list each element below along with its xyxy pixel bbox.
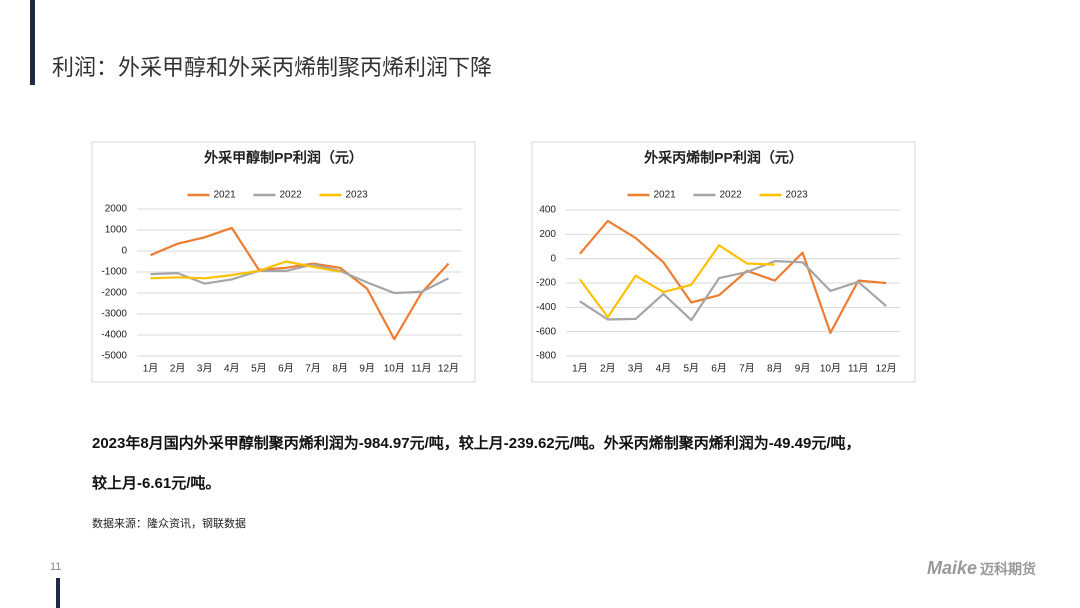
chart-frame <box>531 141 916 383</box>
x-tick-label: 9月 <box>795 363 811 375</box>
y-tick-label: 400 <box>539 205 556 216</box>
y-tick-label: 1000 <box>105 225 128 236</box>
source-note: 数据来源：隆众资讯，钢联数据 <box>92 518 246 530</box>
x-tick-label: 3月 <box>628 363 644 375</box>
legend-label: 2021 <box>214 190 237 201</box>
x-tick-label: 7月 <box>305 363 321 375</box>
y-tick-label: -600 <box>536 326 556 337</box>
x-tick-label: 6月 <box>278 363 294 375</box>
y-tick-label: -2000 <box>101 288 127 299</box>
x-tick-label: 1月 <box>572 363 588 375</box>
y-tick-label: -400 <box>536 302 556 313</box>
x-tick-label: 11月 <box>848 363 868 375</box>
legend-label: 2022 <box>280 190 303 201</box>
y-tick-label: -3000 <box>101 309 127 320</box>
charts: 外采甲醇制PP利润（元）-5000-4000-3000-2000-1000010… <box>91 141 916 383</box>
y-tick-label: 0 <box>121 246 127 257</box>
x-tick-label: 4月 <box>224 363 240 375</box>
x-tick-label: 8月 <box>767 363 783 375</box>
x-tick-label: 2月 <box>170 363 186 375</box>
x-tick-label: 12月 <box>438 363 459 375</box>
y-tick-label: -4000 <box>101 330 127 341</box>
series-line <box>150 226 450 341</box>
x-tick-label: 5月 <box>251 363 267 375</box>
series-line <box>579 219 887 334</box>
x-tick-label: 4月 <box>656 363 672 375</box>
x-tick-label: 9月 <box>359 363 375 375</box>
x-tick-label: 3月 <box>197 363 213 375</box>
body-text: 2023年8月国内外采甲醇制聚丙烯利润为-984.97元/吨，较上月-239.6… <box>92 435 861 452</box>
legend-label: 2023 <box>346 190 369 201</box>
logo-name: 迈科期货 <box>980 561 1036 577</box>
series-line <box>579 260 887 322</box>
y-tick-label: 0 <box>550 253 556 264</box>
x-tick-label: 2月 <box>600 363 616 375</box>
chart-title: 外采甲醇制PP利润（元） <box>204 150 363 166</box>
x-tick-label: 8月 <box>332 363 348 375</box>
x-tick-label: 10月 <box>820 363 841 375</box>
legend-label: 2022 <box>720 190 743 201</box>
slide-title: 利润：外采甲醇和外采丙烯制聚丙烯利润下降 <box>52 55 493 80</box>
series-line <box>150 260 341 280</box>
x-tick-label: 5月 <box>683 363 699 375</box>
legend-label: 2021 <box>654 190 677 201</box>
accent-bar <box>30 0 35 85</box>
page-number: 11 <box>50 561 62 573</box>
accent-bar <box>56 578 60 608</box>
y-tick-label: -200 <box>536 278 556 289</box>
series-line <box>579 244 775 319</box>
y-tick-label: -5000 <box>101 351 127 362</box>
x-tick-label: 12月 <box>876 363 897 375</box>
logo: Maike 迈科期货 <box>927 558 1036 579</box>
y-tick-label: 200 <box>539 229 556 240</box>
y-tick-label: -1000 <box>101 267 127 278</box>
x-tick-label: 7月 <box>739 363 755 375</box>
legend-label: 2023 <box>786 190 809 201</box>
series-line <box>150 263 449 295</box>
x-tick-label: 10月 <box>384 363 405 375</box>
x-tick-label: 11月 <box>411 363 431 375</box>
x-tick-label: 1月 <box>143 363 159 375</box>
logo-brand: Maike <box>926 558 977 578</box>
x-tick-label: 6月 <box>711 363 727 375</box>
y-tick-label: -800 <box>536 351 556 362</box>
y-tick-label: 2000 <box>105 204 128 215</box>
chart-title: 外采丙烯制PP利润（元） <box>644 150 803 166</box>
body-text: 较上月-6.61元/吨。 <box>92 475 221 492</box>
